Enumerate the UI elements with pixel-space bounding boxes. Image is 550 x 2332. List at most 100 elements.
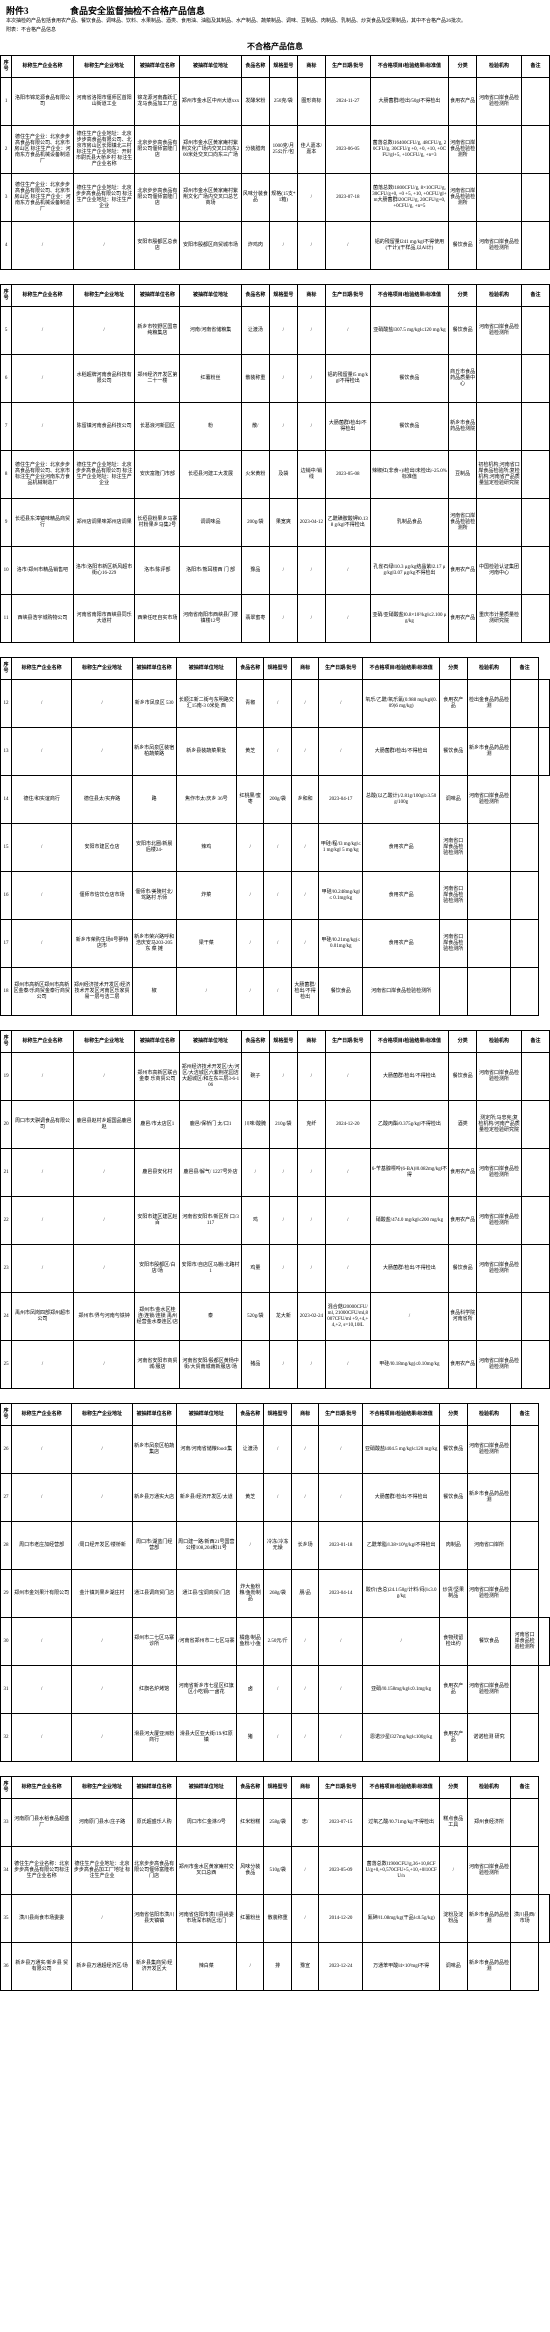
cell: 边销中/销线 — [297, 451, 325, 499]
cell: 菌落总数‖16400CFU/g, 48CFU/g, 20CFU/g, 30CFU… — [370, 126, 448, 174]
cell: 金汁镇刘果乡湖庄村 — [72, 1570, 132, 1618]
cell: / — [73, 1053, 135, 1101]
cell: 佳人嘉本/嘉本 — [297, 126, 325, 174]
table-row: 23//安阳市殷都区/白店/场安阳市/自店区马棚/北路村1鸡量///大肠菌群/检… — [1, 1245, 550, 1293]
column-header: 商标 — [297, 1031, 325, 1053]
cell: 郑州经济开发区第二十一楼 — [135, 355, 180, 403]
cell: 甲硅/程/‖3 mg/kg‖≤1 mg/kg‖ 5 mg/kg — [319, 824, 363, 872]
cell — [477, 403, 522, 451]
table-row: 15/安阳市建区仓店安阳市北圈/新晨 后楼24-辣鸡///甲硅/程/‖3 mg/… — [1, 824, 550, 872]
cell: 2023-01-18 — [319, 1522, 363, 1570]
cell: 初检机构;河南省口岸食品检验所;复检机构;河南省产品质量监定检验研究院 — [477, 451, 522, 499]
results-table: 序号标称生产企业名称标称生产企业地址被抽样单位名称被抽样单位地址食品名称规格型号… — [0, 1403, 550, 1762]
cell: / — [297, 1245, 325, 1293]
cell: 辣鸡 — [176, 824, 236, 872]
table-row: 4//安阳市殷都区总食店安阳市殷都区商贸城市场炸鸡肉///铝的残留量‖241 m… — [1, 222, 550, 270]
cell: / — [72, 1714, 132, 1762]
cell — [521, 1341, 549, 1389]
table-row: 34德住生产企业名称：北京步步高食品有限公司标注生产企业名称德住生产企业地址：北… — [1, 1847, 550, 1895]
cell: 德住生产企业地址：北京步步高食品有限公司 标注生产企业地址：标注生产企业 — [73, 174, 135, 222]
column-header: 不合格项目‖检验结果‖标准值 — [363, 1777, 440, 1799]
cell: 河南省口岸食品检验检测所 — [449, 174, 477, 222]
table-row: 32//滑县河大厦亚洲粉商行滑县大区亚大街/19/红原镇猪///恩诺沙星‖327… — [1, 1714, 550, 1762]
cell: 新乡县集商贸/经济开发区大 — [132, 1943, 176, 1991]
cell: 食用农产品 — [440, 680, 467, 728]
cell: 大肠菌群/检出/不得检出 — [291, 968, 318, 1016]
cell: 德住生产企业：北京步步高食品有限公司、北京市房山区 标注生产企业：河南东方食品机… — [12, 174, 74, 222]
cell: 亚硝酸盐‖307.5 mg/kg‖≤120 mg/kg — [370, 307, 448, 355]
row-number: 15 — [1, 824, 12, 872]
cell: 红薯粉丝 — [237, 1895, 264, 1943]
cell: / — [325, 1053, 370, 1101]
cell: / — [11, 728, 71, 776]
cell: 河南省口岸食品检验检测所 — [449, 499, 477, 547]
cell: / — [291, 680, 318, 728]
cell: 洛阳市/熊耳楼西 门 部 — [180, 547, 242, 595]
cell: 郑州市金水区黄家庵村紫荆文化广场内交叉口向东200米处交叉口向东三广场 — [180, 126, 242, 174]
cell: / — [11, 1474, 71, 1522]
cell — [477, 1293, 522, 1341]
cell — [511, 1666, 538, 1714]
column-header: 检验机构 — [477, 285, 522, 307]
table-row: 36新乡县万通实/新乡县 贸有限公司新乡县万通超经济区/场新乡县集商贸/经济开发… — [1, 1943, 550, 1991]
cell: / — [11, 872, 71, 920]
column-header: 标称生产企业名称 — [12, 285, 74, 307]
cell: 碗子 — [241, 1053, 269, 1101]
cell: / — [297, 595, 325, 643]
cell: 郑州市金水区黄家庵村交叉口总西 — [176, 1847, 236, 1895]
cell: 通江县调商贸门店 — [132, 1570, 176, 1618]
cell: 2014-12-20 — [319, 1895, 363, 1943]
cell — [521, 126, 549, 174]
cell: 河南省口岸食品检验检测所 — [467, 776, 511, 824]
cell — [521, 1149, 549, 1197]
column-header: 分类 — [440, 658, 467, 680]
cell: 酸价(含总)24.1/50g/计料/闷(‖≤3.0g/kg — [363, 1570, 440, 1618]
cell: / — [325, 547, 370, 595]
column-header: 序号 — [1, 1404, 12, 1426]
row-number: 1 — [1, 78, 12, 126]
cell: / — [72, 1666, 132, 1714]
cell: / — [12, 1053, 74, 1101]
cell: 210g/袋 — [269, 1101, 297, 1149]
column-header: 序号 — [1, 1777, 12, 1799]
cell: 2023-07-15 — [319, 1799, 363, 1847]
cell: 2023-12-24 — [319, 1943, 363, 1991]
cell — [521, 222, 549, 270]
cell: 硝酸盐/474.0 mg/kg‖≤200 mg/kg — [370, 1197, 448, 1245]
cell: 忠/ — [291, 1799, 318, 1847]
subtitle: 不合格产品信息 — [0, 38, 550, 55]
cell: 椒 — [132, 968, 176, 1016]
cell: 河南省南阳市西峡县门楼镇楼12号 — [180, 595, 242, 643]
cell: / — [319, 680, 363, 728]
cell: / — [297, 1341, 325, 1389]
cell — [538, 680, 549, 728]
cell: 克纤 — [297, 1101, 325, 1149]
cell: 糕点食品工具 — [440, 1799, 467, 1847]
cell: 诺诺检测 研究 — [467, 1714, 511, 1762]
column-header: 备注 — [521, 56, 549, 78]
column-header: 商标 — [291, 658, 318, 680]
cell: 鸡 — [241, 1197, 269, 1245]
cell: / — [269, 547, 297, 595]
cell: 水稻超牌河南食品科技有限公司 — [73, 355, 135, 403]
cell: 陈留镇河南食品科技公司 — [73, 403, 135, 451]
cell: / — [325, 1197, 370, 1245]
cell: 郑州市金水区中州大道xxx — [180, 78, 242, 126]
column-header: 商标 — [291, 1777, 318, 1799]
cell: 龙大新 — [269, 1293, 297, 1341]
cell: 西峡县浩宇城购物公司 — [12, 595, 74, 643]
cell: 洛市/郑州市精品销售吧 — [12, 547, 74, 595]
cell: 安阳市建区建区赵百 — [135, 1197, 180, 1245]
cell: 河南原门县水稻食品超盛厂 — [11, 1799, 71, 1847]
column-header: 序号 — [1, 285, 12, 307]
cell: 混合菇‖20000CFU/ml, 21000CFU/ml,8007CFU/ml … — [325, 1293, 370, 1341]
cell: 炸鸡肉 — [241, 222, 269, 270]
cell: 食用农产品 — [363, 872, 440, 920]
row-number: 12 — [1, 680, 12, 728]
cell: 新乡市食品药品检测 — [467, 728, 511, 776]
cell: /周口经开发区/楼桥新 — [72, 1522, 132, 1570]
cell: 乙酰磺胺酸钾‖0.138 g/kg‖不得检出 — [325, 499, 370, 547]
cell: 长垣县东漳镇味精品商贸行 — [12, 499, 74, 547]
cell: 北京步步高食品有限公司偃师富隆门店 — [135, 174, 180, 222]
row-number: 31 — [1, 1666, 12, 1714]
